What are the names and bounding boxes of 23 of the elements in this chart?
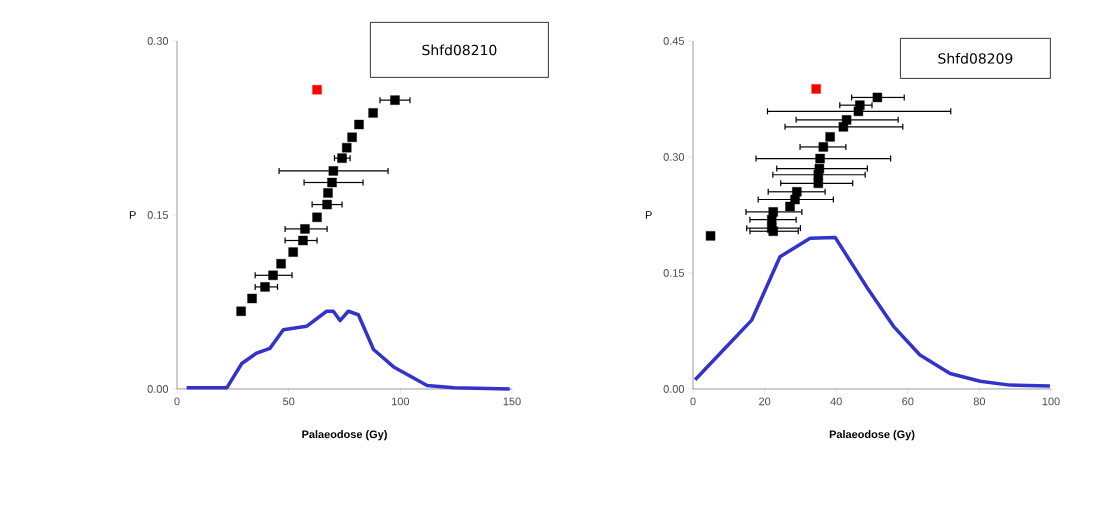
x-tick-label: 20 xyxy=(759,397,771,406)
x-tick-label: 80 xyxy=(973,397,986,406)
x-tick-label: 40 xyxy=(830,397,842,406)
x-axis-title: Palaeodose (Gy) xyxy=(302,430,387,441)
y-tick-label: 0.30 xyxy=(147,37,169,45)
x-tick-label: 150 xyxy=(503,397,521,406)
y-tick-label: 0.45 xyxy=(663,37,685,45)
y-axis-title: P xyxy=(129,211,136,219)
y-tick-label: 0.00 xyxy=(663,385,685,393)
x-tick-label: 0 xyxy=(174,397,180,406)
y-tick-label: 0.00 xyxy=(147,385,169,393)
y-axis-title: P xyxy=(645,211,652,219)
y-tick-label: 0.15 xyxy=(663,269,685,277)
x-axis-title: Palaeodose (Gy) xyxy=(829,430,915,441)
y-tick-label: 0.30 xyxy=(663,153,685,161)
x-tick-label: 100 xyxy=(1042,397,1060,406)
y-tick-label: 0.15 xyxy=(147,211,169,219)
x-tick-label: 60 xyxy=(902,397,914,406)
x-tick-label: 100 xyxy=(392,397,410,406)
x-tick-label: 0 xyxy=(690,397,696,406)
x-tick-label: 50 xyxy=(283,397,295,406)
annotation: Shfd08210 xyxy=(422,44,497,56)
annotation: Shfd08209 xyxy=(938,53,1013,64)
